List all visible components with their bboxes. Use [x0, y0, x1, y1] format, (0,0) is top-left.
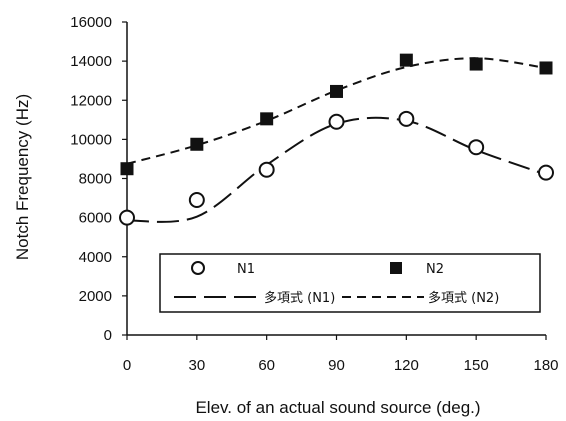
n1-point — [119, 209, 135, 226]
n1-point — [538, 164, 554, 181]
n2-point — [399, 53, 413, 67]
legend-box — [159, 253, 541, 313]
y-tick-label: 2000 — [79, 288, 112, 305]
x-tick-label: 150 — [464, 357, 489, 374]
legend-trend-n1-label: 多項式 (N1) — [264, 290, 335, 306]
n1-point — [188, 192, 205, 209]
n2-point — [330, 84, 343, 98]
x-tick-label: 90 — [328, 357, 345, 374]
legend-n2-marker — [390, 262, 402, 274]
legend-n1-marker — [191, 261, 205, 275]
y-tick-label: 10000 — [70, 131, 112, 148]
x-tick-label: 180 — [533, 357, 558, 374]
legend-n1-label: N1 — [237, 262, 255, 277]
n1-point — [258, 161, 275, 178]
y-axis-title: Notch Frequency (Hz) — [13, 94, 32, 260]
legend-trend-n2-label: 多項式 (N2) — [428, 290, 499, 306]
y-tick-label: 0 — [104, 327, 112, 344]
x-tick-label: 30 — [188, 357, 205, 374]
n2-point — [120, 162, 134, 176]
x-tick-label: 120 — [394, 357, 419, 374]
n2-point — [190, 137, 204, 151]
x-tick-label: 60 — [258, 357, 275, 374]
y-tick-label: 14000 — [70, 53, 112, 70]
n1-point — [328, 113, 345, 130]
legend-n2-label: N2 — [426, 262, 444, 277]
n1-point — [398, 110, 415, 127]
n2-point — [260, 112, 274, 126]
x-tick-label: 0 — [123, 357, 131, 374]
trendline-n1 — [126, 116, 547, 223]
n2-point — [469, 57, 483, 71]
y-tick-labels: 0 2000 4000 6000 8000 10000 12000 14000 16000 — [70, 14, 127, 344]
legend: N1 N2 多項式 (N1) 多項式 (N2) — [159, 253, 541, 313]
y-tick-label: 6000 — [79, 210, 112, 227]
x-axis-title: Elev. of an actual sound source (deg.) — [195, 398, 480, 417]
n1-point — [468, 139, 485, 156]
y-tick-label: 4000 — [79, 249, 112, 266]
y-tick-label: 16000 — [70, 14, 112, 31]
y-tick-label: 8000 — [79, 171, 112, 188]
n2-point — [539, 61, 553, 75]
x-tick-labels: 0 30 60 90 120 150 180 — [123, 335, 559, 374]
y-tick-label: 12000 — [70, 92, 112, 109]
markers — [119, 53, 554, 226]
